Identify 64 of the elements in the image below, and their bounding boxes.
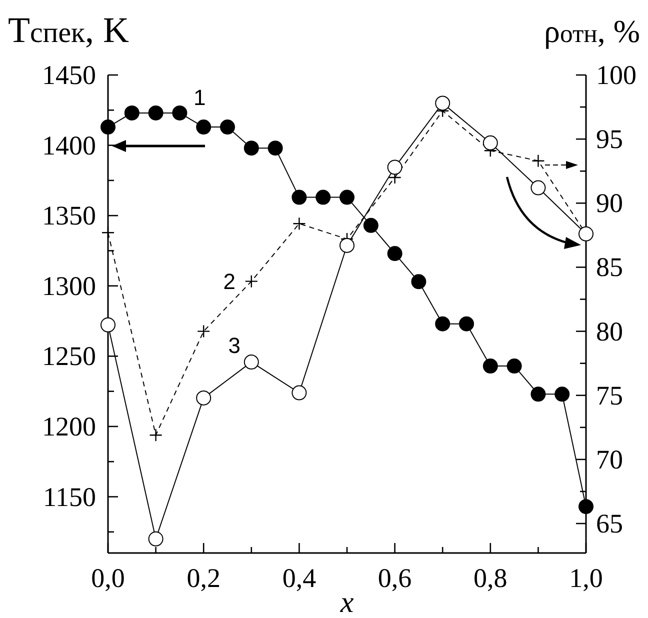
point [172,105,188,120]
point [459,316,474,332]
x-tick-label: 0,8 [474,563,508,593]
point [482,358,498,374]
point [292,385,307,400]
y2-tick-label: 95 [596,124,623,154]
point [340,238,354,253]
point [530,386,546,402]
y2-tick-label: 85 [596,252,623,282]
point [100,120,116,135]
y-tick-label: 1200 [42,411,96,442]
point [554,386,570,402]
point [148,105,164,120]
point [268,140,283,156]
point [316,190,331,205]
point [435,316,450,332]
x-tick-label: 0,2 [186,563,220,593]
point [411,274,426,290]
y2-tick-label: 70 [596,444,623,474]
point [530,180,546,196]
y2-tick-label: 100 [596,60,636,90]
y2-axis-title: ρотн, % [544,13,640,49]
point [363,218,378,233]
y2-tick-label: 80 [596,316,623,346]
point [292,217,306,230]
point [220,120,235,135]
point [196,390,212,406]
point [578,499,594,514]
series-label: 3 [228,332,241,358]
point [244,140,259,156]
point [124,105,140,120]
y-tick-label: 1150 [43,482,96,512]
x-axis-title: x [339,586,354,618]
y2-tick-label: 75 [596,380,623,410]
y2-tick-label: 90 [596,188,623,218]
point [506,358,522,374]
y-tick-label: 1400 [42,130,96,160]
point [101,226,115,240]
point [148,531,164,546]
point [100,317,116,332]
y-tick-label: 1450 [42,60,96,90]
point [149,428,162,442]
point [196,120,212,135]
y-tick-label: 1350 [42,200,96,231]
point [387,246,402,262]
series-label: 1 [193,84,206,110]
point [292,190,307,205]
point [482,135,498,150]
y-tick-label: 1250 [42,341,96,372]
point [340,190,354,205]
y-axis-title: Tспек, K [8,10,129,50]
x-tick-label: 1,0 [569,563,603,593]
point [532,154,545,168]
series-label: 2 [223,269,236,294]
point [435,96,450,111]
y2-tick-label: 65 [596,508,623,539]
point [387,160,402,175]
point [244,354,259,370]
y-tick-label: 1300 [42,270,96,301]
x-tick-label: 0,4 [282,563,317,593]
point [197,324,210,338]
x-tick-label: 0,0 [91,563,125,593]
x-tick-label: 0,6 [378,563,412,593]
point [244,274,258,288]
